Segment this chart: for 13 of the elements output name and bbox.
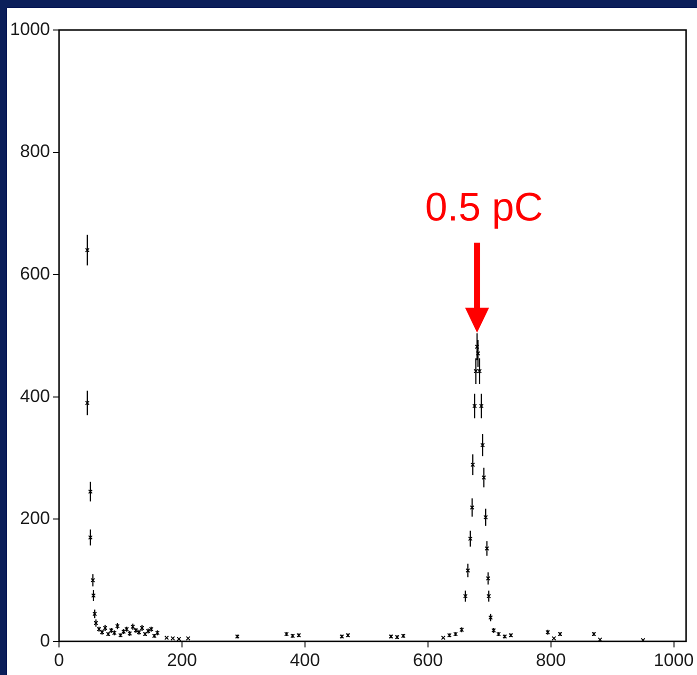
y-tick-label: 800 bbox=[20, 141, 50, 162]
x-tick-label: 600 bbox=[412, 650, 443, 670]
x-tick-label: 1000 bbox=[654, 650, 694, 670]
y-tick-label: 1000 bbox=[10, 18, 50, 39]
y-tick-label: 600 bbox=[20, 264, 50, 284]
y-tick-label: 200 bbox=[20, 508, 50, 528]
x-tick-label: 0 bbox=[54, 650, 64, 670]
annotation: 0.5 pC bbox=[425, 186, 543, 230]
x-tick-label: 800 bbox=[536, 650, 566, 670]
y-tick-label: 400 bbox=[20, 386, 50, 406]
y-tick-label: 0 bbox=[40, 630, 50, 650]
x-tick-label: 200 bbox=[166, 650, 198, 670]
x-tick-label: 400 bbox=[290, 650, 320, 670]
